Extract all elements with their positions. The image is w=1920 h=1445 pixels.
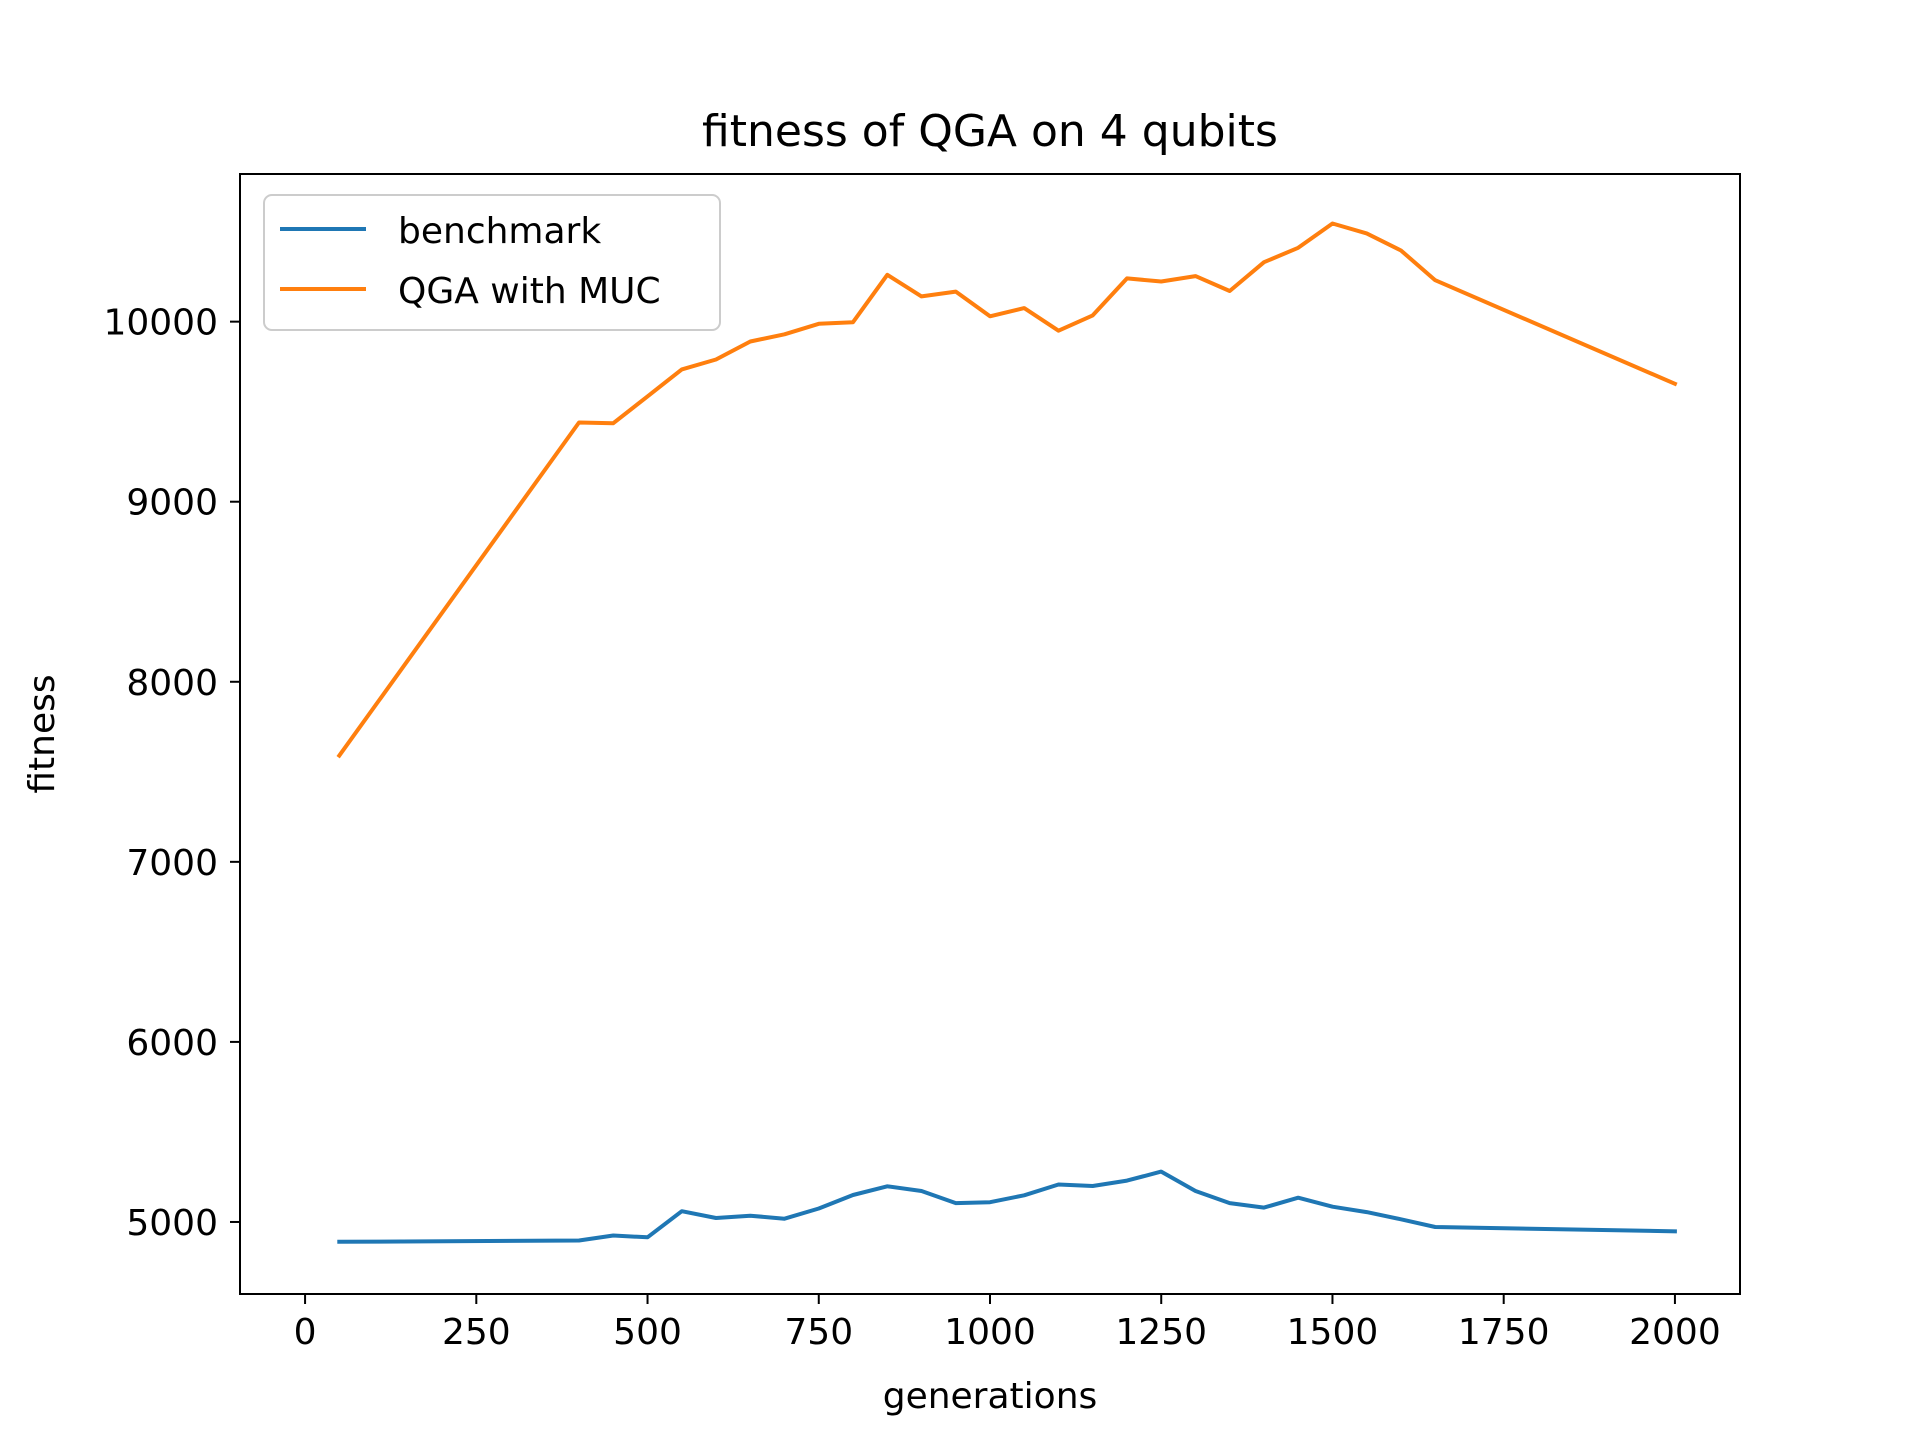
x-tick-label: 500 <box>613 1312 682 1353</box>
y-axis-label: fitness <box>22 674 63 793</box>
x-tick-label: 1750 <box>1458 1312 1550 1353</box>
x-axis-label: generations <box>883 1376 1098 1417</box>
legend-box <box>263 194 721 331</box>
series-line-qga-with-muc <box>336 221 1678 759</box>
y-tick-label: 10000 <box>103 303 218 344</box>
x-tick-label: 1000 <box>944 1312 1036 1353</box>
x-tick-label: 250 <box>442 1312 511 1353</box>
x-tick-label: 750 <box>784 1312 853 1353</box>
y-tick-label: 5000 <box>126 1203 218 1244</box>
tick-layer: 0 250 500 750 1000 1250 1500 1750 2000 5000 6000 70… <box>103 303 1720 1353</box>
y-tick-label: 9000 <box>126 483 218 524</box>
y-tick-label: 6000 <box>126 1023 218 1064</box>
legend-label-benchmark: benchmark <box>398 211 601 252</box>
x-tick-label: 2000 <box>1629 1312 1721 1353</box>
y-tick-label: 7000 <box>126 843 218 884</box>
legend-label-qga-with-muc: QGA with MUC <box>398 271 661 312</box>
x-tick-label: 0 <box>294 1312 317 1353</box>
x-tick-label: 1500 <box>1287 1312 1379 1353</box>
legend: benchmark QGA with MUC <box>263 194 721 331</box>
y-tick-label: 8000 <box>126 663 218 704</box>
chart-title: fitness of QGA on 4 qubits <box>702 106 1278 157</box>
plot-layer <box>336 221 1678 1244</box>
series-line-benchmark <box>337 1169 1677 1244</box>
x-tick-label: 1250 <box>1115 1312 1207 1353</box>
